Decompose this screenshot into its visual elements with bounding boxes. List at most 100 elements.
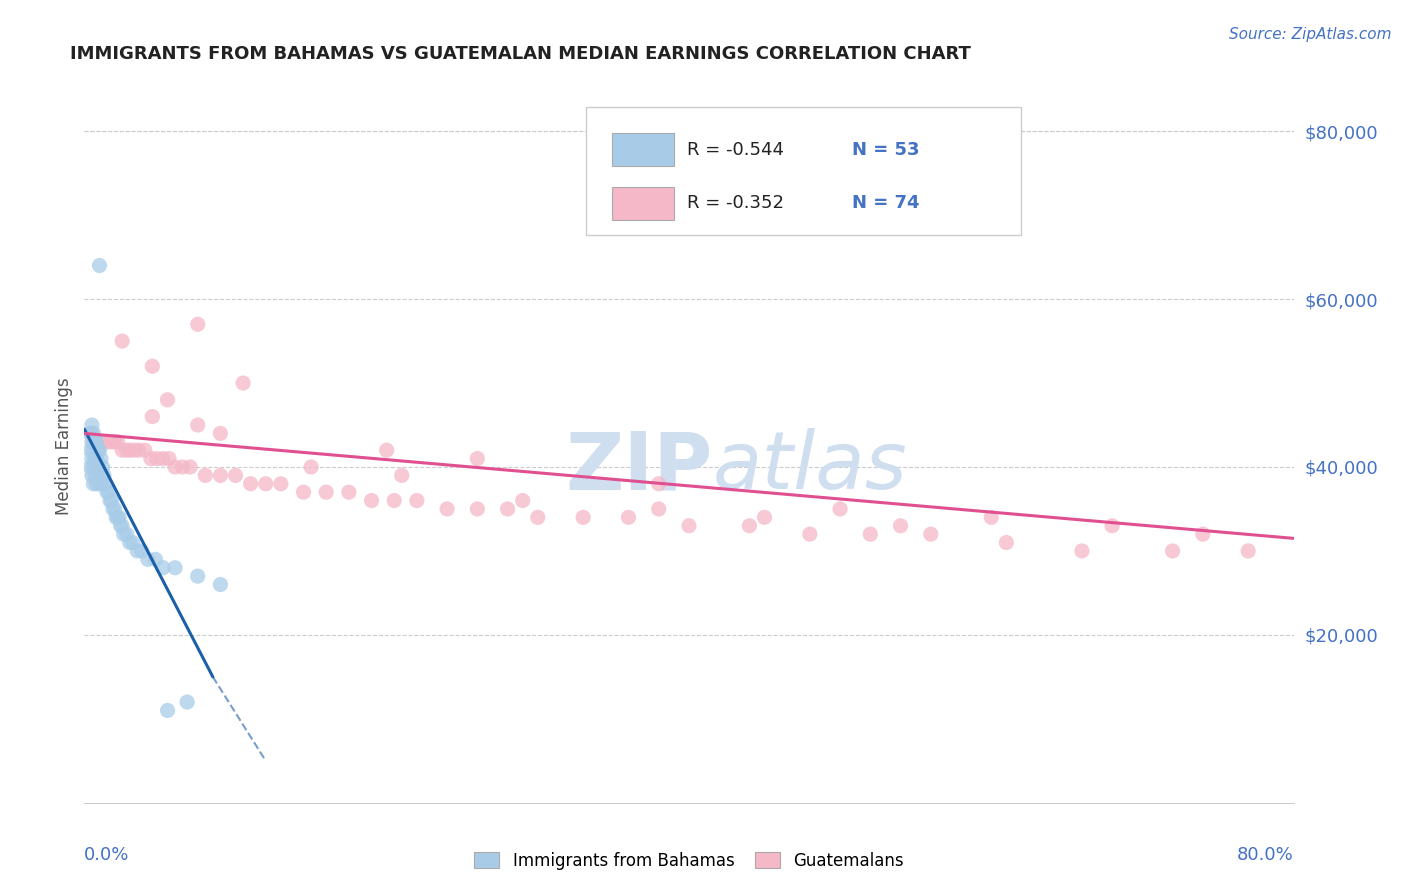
Point	[156, 703, 179, 717]
Point	[467, 502, 489, 516]
Point	[79, 426, 101, 441]
Point	[830, 502, 852, 516]
Point	[101, 502, 124, 516]
Point	[754, 510, 776, 524]
Point	[859, 527, 882, 541]
Point	[163, 560, 186, 574]
Point	[107, 510, 129, 524]
Point	[93, 468, 115, 483]
Point	[225, 468, 247, 483]
Point	[995, 535, 1018, 549]
Point	[82, 443, 104, 458]
Point	[89, 259, 111, 273]
Point	[80, 434, 103, 449]
Legend: Immigrants from Bahamas, Guatemalans: Immigrants from Bahamas, Guatemalans	[468, 846, 910, 877]
Point	[647, 476, 671, 491]
Point	[239, 476, 262, 491]
Point	[152, 560, 174, 574]
Point	[157, 451, 180, 466]
Text: IMMIGRANTS FROM BAHAMAS VS GUATEMALAN MEDIAN EARNINGS CORRELATION CHART: IMMIGRANTS FROM BAHAMAS VS GUATEMALAN ME…	[70, 45, 972, 62]
Text: 0.0%: 0.0%	[84, 846, 129, 863]
Point	[91, 434, 114, 449]
Point	[179, 460, 201, 475]
Point	[94, 476, 117, 491]
Point	[890, 518, 912, 533]
Point	[82, 476, 104, 491]
Point	[141, 359, 163, 374]
Point	[920, 527, 942, 541]
Point	[146, 451, 169, 466]
Point	[139, 451, 162, 466]
Point	[315, 485, 337, 500]
Point	[80, 426, 103, 441]
Point	[134, 443, 156, 458]
Point	[90, 468, 112, 483]
Point	[209, 577, 232, 591]
Point	[84, 451, 107, 466]
Point	[110, 518, 132, 533]
Point	[172, 460, 194, 475]
FancyBboxPatch shape	[612, 134, 675, 166]
Point	[80, 468, 103, 483]
Point	[194, 468, 217, 483]
Point	[79, 426, 101, 441]
Point	[187, 417, 209, 432]
Point	[145, 552, 167, 566]
Point	[152, 451, 174, 466]
Point	[87, 443, 110, 458]
Point	[80, 417, 103, 432]
Point	[111, 518, 134, 533]
Text: R = -0.352: R = -0.352	[686, 194, 783, 212]
Point	[209, 426, 232, 441]
Point	[80, 451, 103, 466]
Point	[1237, 544, 1260, 558]
Point	[136, 552, 159, 566]
Point	[232, 376, 254, 390]
Point	[572, 510, 595, 524]
Point	[163, 460, 186, 475]
Point	[87, 460, 110, 475]
Point	[141, 409, 163, 424]
Point	[647, 502, 671, 516]
Point	[89, 434, 111, 449]
Point	[104, 434, 127, 449]
Point	[299, 460, 322, 475]
Y-axis label: Median Earnings: Median Earnings	[55, 377, 73, 515]
Point	[118, 535, 141, 549]
Point	[84, 434, 107, 449]
Point	[382, 493, 405, 508]
Point	[96, 485, 118, 500]
FancyBboxPatch shape	[612, 187, 675, 219]
Point	[84, 434, 107, 449]
Point	[100, 434, 122, 449]
Point	[86, 434, 108, 449]
Point	[496, 502, 519, 516]
Text: N = 53: N = 53	[852, 141, 920, 159]
Text: Source: ZipAtlas.com: Source: ZipAtlas.com	[1229, 27, 1392, 42]
Point	[128, 443, 150, 458]
Point	[112, 527, 135, 541]
Point	[1161, 544, 1184, 558]
Point	[91, 476, 114, 491]
Point	[156, 392, 179, 407]
Point	[97, 485, 120, 500]
Point	[678, 518, 700, 533]
Point	[121, 535, 143, 549]
Point	[82, 426, 104, 441]
Point	[980, 510, 1002, 524]
Text: N = 74: N = 74	[852, 194, 920, 212]
Point	[87, 434, 110, 449]
Point	[86, 476, 108, 491]
Point	[187, 569, 209, 583]
Point	[122, 443, 145, 458]
Point	[467, 451, 489, 466]
Point	[94, 434, 117, 449]
FancyBboxPatch shape	[586, 107, 1021, 235]
Point	[115, 443, 138, 458]
Point	[254, 476, 277, 491]
Point	[738, 518, 761, 533]
Point	[187, 318, 209, 332]
Point	[111, 334, 134, 348]
Point	[1071, 544, 1094, 558]
Text: 80.0%: 80.0%	[1237, 846, 1294, 863]
